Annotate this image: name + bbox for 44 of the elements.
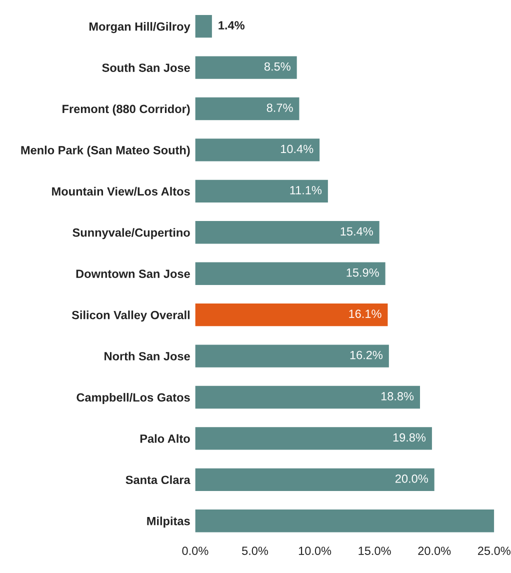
x-tick-label: 0.0% bbox=[182, 546, 208, 556]
y-tick-label: Sunnyvale/Cupertino bbox=[72, 228, 190, 240]
data-label: 16.1% bbox=[349, 310, 382, 318]
data-label: 18.8% bbox=[381, 392, 414, 400]
data-label: 15.9% bbox=[346, 268, 379, 277]
data-label: 1.4% bbox=[218, 21, 245, 30]
bar bbox=[195, 510, 494, 532]
data-label: 8.7% bbox=[266, 104, 293, 112]
x-tick-label: 15.0% bbox=[358, 546, 391, 556]
x-tick-label: 20.0% bbox=[418, 546, 451, 556]
data-label: 16.2% bbox=[350, 350, 383, 360]
y-tick-label: Downtown San Jose bbox=[76, 270, 190, 278]
data-label: 15.4% bbox=[340, 227, 373, 236]
y-tick-label: Fremont (880 Corridor) bbox=[62, 104, 190, 116]
y-tick-label: Palo Alto bbox=[140, 434, 190, 443]
bar bbox=[195, 138, 320, 162]
data-label: 11.1% bbox=[290, 186, 322, 194]
bar bbox=[195, 56, 297, 79]
bar bbox=[195, 221, 380, 244]
bar bbox=[195, 303, 388, 326]
y-tick-label: North San Jose bbox=[104, 352, 190, 360]
data-label: 8.5% bbox=[264, 62, 290, 71]
y-tick-label: Campbell/Los Gatos bbox=[76, 392, 190, 404]
bar bbox=[195, 386, 420, 409]
bar bbox=[195, 97, 300, 120]
y-tick-label: Milpitas bbox=[147, 516, 190, 528]
data-label: 20.0% bbox=[395, 474, 428, 483]
x-tick-label: 10.0% bbox=[298, 546, 332, 556]
bar bbox=[195, 427, 432, 450]
data-label: 19.8% bbox=[393, 433, 426, 442]
y-tick-label: South San Jose bbox=[102, 63, 190, 72]
y-tick-label: Menlo Park (San Mateo South) bbox=[21, 146, 190, 157]
bar bbox=[195, 262, 386, 285]
bar bbox=[195, 15, 212, 38]
y-tick-label: Silicon Valley Overall bbox=[72, 310, 190, 322]
y-tick-label: Santa Clara bbox=[126, 475, 190, 484]
x-tick-label: 5.0% bbox=[242, 546, 268, 556]
y-tick-label: Mountain View/Los Altos bbox=[52, 186, 190, 196]
bar bbox=[195, 180, 328, 203]
bar bbox=[195, 344, 389, 368]
x-tick-label: 25.0% bbox=[478, 546, 510, 556]
bar bbox=[195, 468, 434, 491]
y-tick-label: Morgan Hill/Gilroy bbox=[89, 22, 190, 34]
data-label: 10.4% bbox=[281, 144, 314, 154]
